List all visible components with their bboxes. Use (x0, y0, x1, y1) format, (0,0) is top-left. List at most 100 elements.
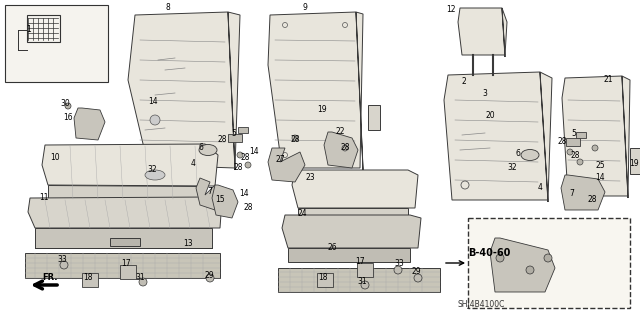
Text: SHJ4B4100C: SHJ4B4100C (458, 300, 506, 309)
Text: 5: 5 (572, 129, 577, 137)
Text: 28: 28 (217, 136, 227, 145)
Text: 28: 28 (340, 144, 349, 152)
Polygon shape (74, 108, 105, 140)
Text: 33: 33 (57, 256, 67, 264)
Text: 19: 19 (317, 106, 327, 115)
Polygon shape (622, 76, 628, 198)
Text: 31: 31 (135, 273, 145, 283)
Circle shape (361, 281, 369, 289)
Text: 14: 14 (239, 189, 249, 198)
Circle shape (414, 274, 422, 282)
Circle shape (139, 278, 147, 286)
Polygon shape (82, 273, 98, 287)
Polygon shape (25, 253, 220, 278)
Ellipse shape (521, 150, 539, 160)
Text: 12: 12 (446, 4, 456, 13)
Polygon shape (298, 208, 408, 222)
Polygon shape (268, 12, 363, 168)
Polygon shape (35, 228, 212, 248)
Polygon shape (212, 185, 238, 218)
Circle shape (245, 162, 251, 168)
Ellipse shape (199, 145, 217, 155)
Text: 28: 28 (291, 136, 300, 145)
Text: 27: 27 (275, 155, 285, 165)
Polygon shape (228, 12, 235, 170)
Text: 22: 22 (335, 128, 345, 137)
Polygon shape (630, 148, 640, 174)
Circle shape (237, 152, 243, 158)
Text: 18: 18 (318, 273, 328, 283)
Text: 28: 28 (570, 151, 580, 160)
Text: FR.: FR. (42, 273, 58, 282)
Text: 24: 24 (297, 210, 307, 219)
Text: 7: 7 (570, 189, 575, 197)
Text: 5: 5 (232, 129, 236, 137)
Text: 16: 16 (63, 114, 73, 122)
Text: 26: 26 (327, 243, 337, 253)
Text: 4: 4 (191, 159, 195, 167)
Polygon shape (317, 273, 333, 287)
Circle shape (342, 145, 348, 151)
Text: B-40-60: B-40-60 (468, 248, 510, 258)
Circle shape (65, 103, 71, 109)
Polygon shape (540, 72, 548, 202)
Circle shape (206, 274, 214, 282)
Polygon shape (368, 105, 380, 130)
Text: 23: 23 (305, 174, 315, 182)
Text: 6: 6 (198, 144, 204, 152)
Circle shape (496, 254, 504, 262)
Polygon shape (292, 170, 418, 208)
Text: 14: 14 (249, 147, 259, 157)
Text: 14: 14 (148, 98, 158, 107)
Circle shape (544, 254, 552, 262)
Text: 28: 28 (233, 162, 243, 172)
Text: 32: 32 (147, 166, 157, 174)
Circle shape (592, 145, 598, 151)
Text: 7: 7 (207, 188, 212, 197)
Text: 30: 30 (60, 100, 70, 108)
Text: 6: 6 (516, 149, 520, 158)
Text: 28: 28 (557, 137, 567, 146)
Text: 2: 2 (461, 78, 467, 86)
Text: 19: 19 (629, 159, 639, 167)
Text: 10: 10 (50, 153, 60, 162)
Circle shape (150, 115, 160, 125)
Text: 3: 3 (483, 88, 488, 98)
Polygon shape (444, 72, 552, 200)
Text: 28: 28 (588, 196, 596, 204)
Text: 28: 28 (240, 153, 250, 162)
Text: 29: 29 (204, 271, 214, 280)
Polygon shape (28, 197, 222, 228)
Text: 20: 20 (485, 110, 495, 120)
Polygon shape (576, 132, 586, 138)
Circle shape (577, 159, 583, 165)
Text: 17: 17 (355, 257, 365, 266)
Text: 25: 25 (595, 160, 605, 169)
Circle shape (60, 261, 68, 269)
Text: 31: 31 (357, 278, 367, 286)
Text: 29: 29 (411, 268, 421, 277)
Text: 13: 13 (183, 239, 193, 248)
Polygon shape (120, 265, 136, 279)
Polygon shape (566, 138, 580, 146)
Polygon shape (502, 8, 505, 57)
Text: 21: 21 (604, 75, 612, 84)
Text: 17: 17 (121, 259, 131, 269)
Text: 18: 18 (83, 273, 93, 283)
Circle shape (394, 266, 402, 274)
Text: 4: 4 (538, 183, 543, 192)
Circle shape (292, 135, 298, 141)
Text: 14: 14 (595, 174, 605, 182)
Polygon shape (42, 144, 218, 186)
Polygon shape (110, 238, 140, 246)
Polygon shape (458, 8, 507, 55)
Text: 15: 15 (215, 196, 225, 204)
Polygon shape (324, 132, 358, 168)
Polygon shape (228, 134, 242, 142)
Polygon shape (268, 148, 305, 182)
Text: 11: 11 (39, 194, 49, 203)
Circle shape (526, 266, 534, 274)
Polygon shape (238, 127, 248, 133)
Text: 33: 33 (394, 259, 404, 269)
Polygon shape (561, 175, 605, 210)
